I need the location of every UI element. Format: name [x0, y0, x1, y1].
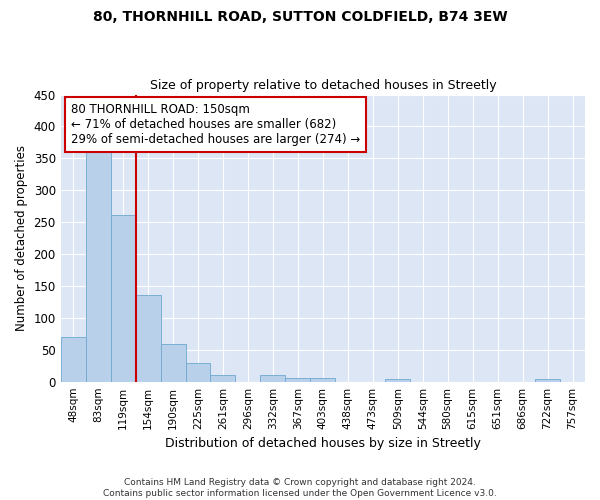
Y-axis label: Number of detached properties: Number of detached properties [15, 145, 28, 331]
Bar [136, 295, 161, 382]
Text: 80, THORNHILL ROAD, SUTTON COLDFIELD, B74 3EW: 80, THORNHILL ROAD, SUTTON COLDFIELD, B7… [92, 10, 508, 24]
Bar [161, 344, 185, 382]
Bar [86, 139, 110, 382]
Bar [310, 378, 335, 382]
Title: Size of property relative to detached houses in Streetly: Size of property relative to detached ho… [149, 79, 496, 92]
Bar [61, 337, 86, 382]
Bar [110, 214, 136, 382]
Bar [260, 376, 286, 382]
Bar [286, 378, 310, 382]
Bar [535, 379, 560, 382]
Text: Contains HM Land Registry data © Crown copyright and database right 2024.
Contai: Contains HM Land Registry data © Crown c… [103, 478, 497, 498]
X-axis label: Distribution of detached houses by size in Streetly: Distribution of detached houses by size … [165, 437, 481, 450]
Text: 80 THORNHILL ROAD: 150sqm
← 71% of detached houses are smaller (682)
29% of semi: 80 THORNHILL ROAD: 150sqm ← 71% of detac… [71, 103, 361, 146]
Bar [385, 379, 410, 382]
Bar [211, 376, 235, 382]
Bar [185, 362, 211, 382]
